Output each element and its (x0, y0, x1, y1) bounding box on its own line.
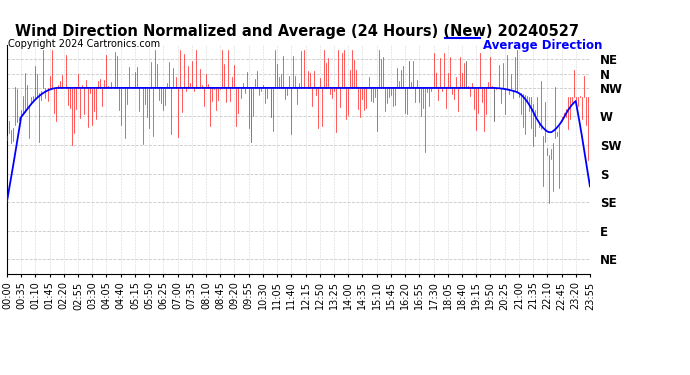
Text: Copyright 2024 Cartronics.com: Copyright 2024 Cartronics.com (8, 39, 160, 50)
Text: Average Direction: Average Direction (483, 39, 602, 53)
Text: Wind Direction Normalized and Average (24 Hours) (New) 20240527: Wind Direction Normalized and Average (2… (14, 24, 579, 39)
